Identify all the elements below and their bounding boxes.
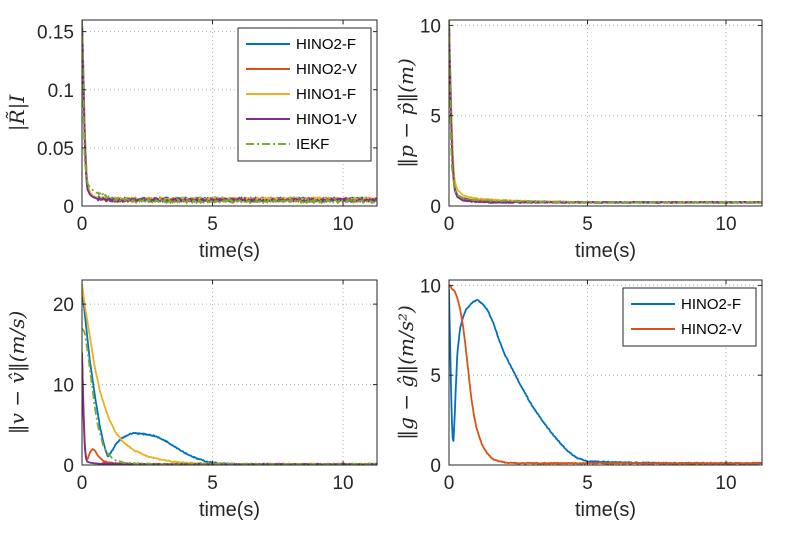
series-group [449, 20, 762, 204]
axes-box [81, 19, 378, 207]
y-axis-label: ‖v − v̂‖(m/s) [5, 311, 30, 435]
x-tick-label: 0 [77, 214, 88, 235]
legend-label-hino2-f: HINO2-F [681, 296, 741, 313]
y-tick-label: 0 [430, 456, 441, 477]
y-tick-label: 20 [53, 295, 74, 316]
x-tick-label: 5 [207, 473, 218, 494]
y-tick-label: 0 [63, 456, 74, 477]
x-tick-label: 5 [582, 473, 593, 494]
axes-box [448, 279, 763, 466]
chart-3: 0 5 10 0 10 20 time(s) ‖v − v̂‖(m/s) [5, 279, 378, 521]
x-tick-label: 10 [715, 214, 736, 235]
legend-label-hino2-f: HINO2-F [296, 36, 356, 53]
x-tick-label: 5 [207, 214, 218, 235]
series-line-iekf [449, 20, 762, 204]
y-tick-label: 10 [420, 276, 441, 297]
legend-label-hino1-v: HINO1-V [296, 111, 357, 128]
series-line-iekf [82, 20, 377, 204]
y-axis-label: ‖p − p̂‖(m) [394, 58, 419, 168]
y-tick-label: 0.1 [48, 81, 74, 102]
x-axis-label: time(s) [575, 240, 636, 262]
x-axis-label: time(s) [199, 240, 260, 262]
x-tick-label: 10 [332, 473, 353, 494]
legend-box [622, 287, 757, 347]
x-axis-label: time(s) [575, 499, 636, 521]
y-tick-label: 0.05 [37, 139, 74, 160]
x-tick-label: 10 [332, 214, 353, 235]
x-tick-label: 0 [77, 473, 88, 494]
y-tick-label: 5 [430, 366, 441, 387]
series-line-hino2-v [449, 284, 762, 465]
legend-label-hino2-v: HINO2-V [296, 61, 357, 78]
chart-2: 0 5 10 0 5 10 time(s) ‖p − p̂‖(m) [394, 16, 763, 262]
y-tick-label: 5 [430, 107, 441, 128]
legend: HINO2-F HINO2-V [622, 287, 757, 347]
legend: HINO2-F HINO2-V HINO1-F HINO1-V IEKF [237, 27, 372, 162]
chart-1: 0 5 1000.050.10.15time(s)|R̃|IHINO2-FHINO2… [5, 19, 378, 262]
x-tick-label: 0 [444, 214, 455, 235]
y-tick-label: 0 [63, 197, 74, 218]
x-axis-label: time(s) [199, 499, 260, 521]
x-tick-label: 10 [715, 473, 736, 494]
y-tick-label: 10 [53, 376, 74, 397]
plot-area [449, 20, 762, 206]
legend-label-iekf: IEKF [296, 136, 329, 153]
x-tick-label: 0 [444, 473, 455, 494]
y-tick-label: 0 [430, 197, 441, 218]
axes-box [448, 19, 763, 207]
y-tick-label: 10 [420, 16, 441, 37]
series-group [82, 20, 377, 204]
series-group [449, 284, 762, 465]
x-tick-label: 5 [582, 214, 593, 235]
y-axis-label: |R̃|I [5, 94, 30, 132]
legend-label-hino1-f: HINO1-F [296, 86, 356, 103]
axes-box [81, 279, 378, 466]
legend-label-hino2-v: HINO2-V [681, 321, 742, 338]
plot-area [82, 280, 377, 465]
y-tick-label: 0.15 [37, 23, 74, 44]
y-axis-label: ‖g − ĝ‖(m/s²) [394, 305, 419, 440]
